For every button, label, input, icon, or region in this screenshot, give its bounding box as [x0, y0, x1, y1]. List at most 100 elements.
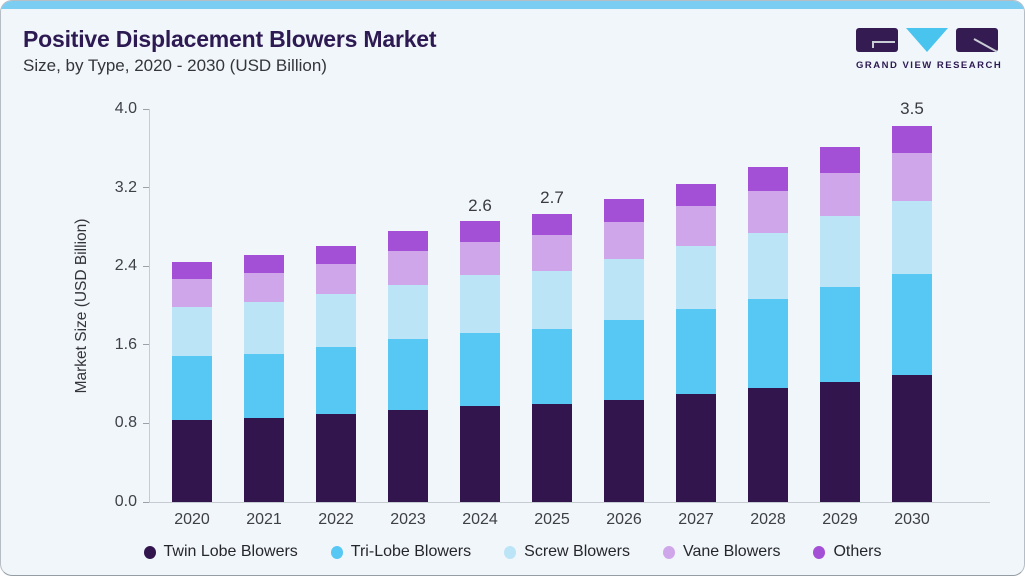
y-axis-title: Market Size (USD Billion): [73, 218, 90, 394]
bar-2030: 3.5: [892, 99, 932, 502]
legend-dot-icon: [813, 545, 826, 559]
bar-segment: [748, 191, 788, 233]
y-tick-mark: [143, 344, 149, 346]
bar-segment: [388, 231, 428, 251]
bar-2021: [244, 255, 284, 502]
logo-r-block-icon: [956, 28, 998, 53]
bar-2026: [604, 199, 644, 502]
bar-segment: [604, 259, 644, 320]
bar-2025: 2.7: [532, 188, 572, 502]
bar-segment: [172, 279, 212, 307]
legend-item: Others: [813, 543, 882, 561]
bar-segment: [748, 388, 788, 502]
legend-label: Twin Lobe Blowers: [163, 543, 298, 560]
bar-segment: [388, 410, 428, 502]
page-title: Positive Displacement Blowers Market: [23, 26, 437, 52]
bar-segment: [892, 201, 932, 274]
bar-segment: [676, 394, 716, 502]
legend-dot-icon: [330, 545, 343, 559]
bar-segment: [820, 382, 860, 502]
bar-2023: [388, 231, 428, 502]
bar-segment: [748, 167, 788, 191]
bar-segment: [820, 287, 860, 382]
bar-segment: [892, 126, 932, 153]
x-tick-label: 2030: [894, 511, 930, 528]
bar-segment: [388, 285, 428, 339]
x-tick-label: 2026: [606, 511, 642, 528]
bar-segment: [316, 347, 356, 414]
legend-item: Screw Blowers: [504, 543, 630, 561]
bar-segment: [244, 418, 284, 502]
x-tick-label: 2024: [462, 511, 498, 528]
bar-segment: [460, 333, 500, 406]
x-tick-label: 2022: [318, 511, 354, 528]
header: Positive Displacement Blowers Market Siz…: [23, 26, 437, 77]
y-tick-mark: [143, 108, 149, 110]
bar-value-label: 2.7: [540, 188, 564, 207]
bar-segment: [244, 302, 284, 354]
legend-label: Tri-Lobe Blowers: [350, 543, 472, 560]
bar-2027: [676, 184, 716, 502]
plot-area: 2020 2021 2022 2023 2.6 2024 2.7 2025 2026 2027 20…: [149, 99, 990, 528]
y-tick-mark: [143, 187, 149, 189]
bar-segment: [244, 255, 284, 273]
bar-segment: [460, 221, 500, 242]
legend-label: Others: [833, 543, 882, 560]
gvr-logo-marks: [856, 28, 998, 53]
bar-segment: [892, 153, 932, 201]
bar-segment: [820, 216, 860, 287]
legend: Twin Lobe Blowers Tri-Lobe Blowers Screw B…: [1, 543, 1024, 561]
bar-segment: [604, 320, 644, 400]
page-subtitle: Size, by Type, 2020 - 2030 (USD Billion): [23, 56, 327, 75]
bar-segment: [532, 404, 572, 502]
logo-v-triangle-icon: [906, 28, 948, 52]
bar-segment: [748, 233, 788, 299]
x-tick-label: 2027: [678, 511, 714, 528]
bar-segment: [172, 356, 212, 420]
bar-segment: [604, 199, 644, 222]
bar-segment: [676, 184, 716, 206]
x-tick-label: 2028: [750, 511, 786, 528]
bar-2029: [820, 147, 860, 502]
bar-segment: [820, 173, 860, 216]
bar-segment: [820, 147, 860, 173]
bar-2024: 2.6: [460, 196, 500, 502]
legend-label: Vane Blowers: [682, 543, 781, 560]
bar-segment: [460, 406, 500, 502]
bar-segment: [748, 299, 788, 388]
bar-segment: [532, 235, 572, 271]
bar-segment: [172, 262, 212, 279]
x-tick-label: 2021: [246, 511, 282, 528]
logo-text: GRAND VIEW RESEARCH: [856, 60, 1003, 71]
bar-segment: [532, 271, 572, 329]
y-tick-label: 1.6: [114, 335, 137, 353]
legend-dot-icon: [143, 545, 156, 559]
y-tick-mark: [143, 422, 149, 424]
bar-segment: [244, 354, 284, 418]
bar-segment: [676, 309, 716, 394]
bar-segment: [316, 414, 356, 502]
legend-dot-icon: [662, 545, 675, 559]
bar-segment: [172, 420, 212, 502]
y-tick-label: 2.4: [114, 257, 137, 275]
bar-2028: [748, 167, 788, 502]
legend-label: Screw Blowers: [524, 543, 630, 560]
bar-segment: [460, 275, 500, 333]
x-tick-label: 2025: [534, 511, 570, 528]
bar-value-label: 3.5: [900, 99, 924, 118]
top-accent-bar: [1, 1, 1024, 9]
y-tick-label: 3.2: [114, 178, 137, 196]
bar-segment: [892, 274, 932, 375]
legend-item: Twin Lobe Blowers: [143, 543, 298, 561]
bar-segment: [892, 375, 932, 502]
bar-segment: [604, 400, 644, 502]
y-tick-mark: [143, 265, 149, 267]
bar-segment: [532, 214, 572, 235]
bar-segment: [388, 339, 428, 410]
x-tick-label: 2023: [390, 511, 426, 528]
bar-segment: [460, 242, 500, 275]
bar-segment: [316, 246, 356, 264]
bar-segment: [388, 251, 428, 285]
y-tick-label: 0.0: [114, 493, 137, 510]
